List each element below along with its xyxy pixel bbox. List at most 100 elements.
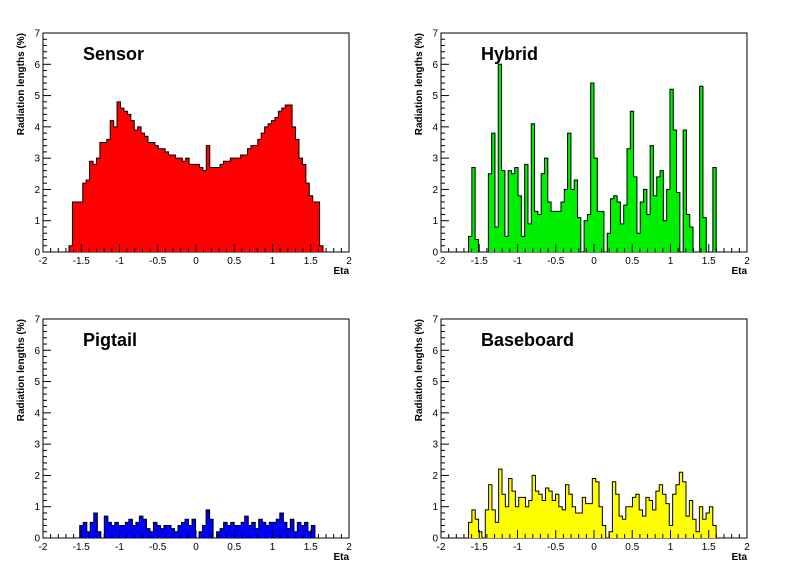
histogram-bar xyxy=(683,129,687,252)
histogram-bar xyxy=(288,104,293,253)
histogram-bar xyxy=(548,491,553,538)
histogram-bar xyxy=(264,126,269,252)
histogram-bar xyxy=(255,528,260,538)
x-tick-label: 0 xyxy=(193,256,199,267)
histogram-bar xyxy=(712,167,717,252)
x-axis-title: Eta xyxy=(333,266,349,277)
histogram-bar xyxy=(220,528,225,538)
histogram-bar xyxy=(659,484,663,538)
histogram-bar xyxy=(582,497,587,538)
histogram-bar xyxy=(478,531,483,538)
y-axis-title: Radiation lengths (%) xyxy=(16,33,27,135)
histogram-bar xyxy=(557,211,562,252)
x-tick-label: -1.5 xyxy=(471,542,489,553)
x-tick-label: 1 xyxy=(270,542,276,553)
histogram-bar xyxy=(175,158,180,252)
histogram-bar xyxy=(669,525,674,538)
histogram-bar xyxy=(518,195,522,252)
histogram-bar xyxy=(181,522,186,538)
y-tick-label: 0 xyxy=(34,248,40,259)
histogram-bar xyxy=(505,506,510,538)
histogram-bar xyxy=(93,512,98,538)
histogram-bar xyxy=(167,525,172,538)
histogram-bar xyxy=(121,525,126,538)
x-tick-label: -1 xyxy=(115,256,124,267)
histogram-bar xyxy=(495,522,500,538)
y-tick-label: 5 xyxy=(432,91,438,102)
y-axis-title: Radiation lengths (%) xyxy=(414,33,425,135)
histogram-outline xyxy=(468,468,720,539)
histogram-bar xyxy=(635,494,640,538)
y-axis: 0 1 2 3 4 5 6 7 xyxy=(432,315,449,545)
y-tick-label: 1 xyxy=(34,502,40,513)
baseboard-plot: -2 -1.5 -1 -0.5 0 0.5 1 1.5 2 0 1 2 3 4 5 6 7 Eta Radiatio… xyxy=(414,315,750,564)
histogram-bar xyxy=(673,129,677,252)
x-tick-label: 0.5 xyxy=(227,256,241,267)
histogram-bar xyxy=(290,519,295,538)
histogram-bar xyxy=(642,516,647,538)
histogram-bar xyxy=(537,214,542,252)
x-tick-label: -0.5 xyxy=(547,256,565,267)
histogram-bar xyxy=(498,64,502,252)
x-tick-label: 0 xyxy=(591,256,597,267)
histogram-bar xyxy=(594,158,598,252)
histogram-bar xyxy=(311,525,316,538)
histogram-bar xyxy=(192,164,197,252)
histogram-bar xyxy=(590,83,595,252)
histogram-bar xyxy=(564,189,568,252)
histogram-bar xyxy=(488,484,493,538)
histogram-bar xyxy=(542,500,546,538)
histogram-bar xyxy=(541,173,545,252)
histogram-bar xyxy=(617,201,621,252)
histogram-bar xyxy=(625,506,630,538)
histogram-bar xyxy=(247,148,252,252)
histogram-bar xyxy=(699,86,704,252)
x-tick-label: 0.5 xyxy=(625,256,639,267)
y-axis-title: Radiation lengths (%) xyxy=(16,319,27,421)
histogram-bar xyxy=(663,220,668,252)
x-tick-label: 0.5 xyxy=(227,542,241,553)
histogram-bar xyxy=(89,161,94,252)
y-tick-label: 6 xyxy=(34,346,40,357)
histogram-bar xyxy=(669,89,674,252)
y-tick-label: 4 xyxy=(34,408,40,419)
histogram-bar xyxy=(206,145,211,252)
histogram-bar xyxy=(570,189,575,252)
histogram-bar xyxy=(248,525,253,538)
histogram-bar xyxy=(552,500,556,538)
histogram-bar xyxy=(488,173,493,252)
histogram-bar xyxy=(226,161,231,252)
histogram-bar xyxy=(146,528,151,538)
y-tick-label: 3 xyxy=(34,440,40,451)
x-tick-label: 1 xyxy=(270,256,276,267)
histogram-bars xyxy=(468,469,717,538)
histogram-bar xyxy=(139,516,144,538)
y-tick-label: 3 xyxy=(432,154,438,165)
histogram-bar xyxy=(630,111,635,253)
histogram-bar xyxy=(709,506,714,538)
histogram-bar xyxy=(125,522,130,538)
histogram-bar xyxy=(686,214,691,252)
histogram-bar xyxy=(305,183,310,252)
histogram-bar xyxy=(292,126,296,252)
histogram-bar xyxy=(615,494,620,538)
histogram-bar xyxy=(587,214,592,252)
histogram-bar xyxy=(649,500,653,538)
histogram-bar xyxy=(72,201,77,252)
histogram-bar xyxy=(512,491,516,538)
histogram-bar xyxy=(666,189,671,252)
histogram-bar xyxy=(272,522,277,538)
histogram-bar xyxy=(237,525,242,538)
histogram-bar xyxy=(592,478,597,538)
y-tick-label: 7 xyxy=(432,315,438,326)
histogram-bar xyxy=(202,170,207,252)
histogram-bar xyxy=(250,145,255,252)
histogram-bar xyxy=(560,201,565,252)
histogram-bar xyxy=(650,145,654,252)
histogram-bar xyxy=(471,509,476,538)
histogram-bar xyxy=(508,170,512,252)
histogram-bar xyxy=(182,161,187,252)
y-axis: 0 1 2 3 4 5 6 7 xyxy=(34,29,51,259)
histogram-bar xyxy=(689,500,694,538)
histogram-bar xyxy=(281,108,286,252)
